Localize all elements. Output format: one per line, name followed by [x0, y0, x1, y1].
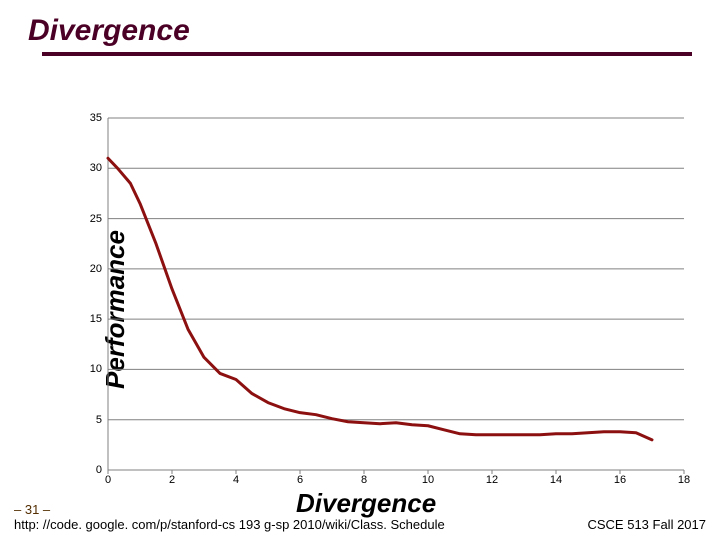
x-tick-label: 12 [486, 470, 498, 486]
y-tick-label: 35 [90, 112, 108, 124]
footer-right: CSCE 513 Fall 2017 [587, 517, 706, 532]
data-line [108, 158, 652, 440]
y-tick-label: 5 [96, 414, 108, 426]
x-tick-label: 0 [105, 470, 111, 486]
y-tick-label: 10 [90, 363, 108, 375]
slide-title: Divergence [28, 14, 720, 48]
x-tick-label: 4 [233, 470, 239, 486]
x-tick-label: 16 [614, 470, 626, 486]
footer: – 31 – http: //code. google. com/p/stanf… [14, 502, 706, 532]
title-block: Divergence [0, 0, 720, 56]
chart-plot: 05101520253035024681012141618 [108, 118, 684, 470]
y-tick-label: 25 [90, 213, 108, 225]
page-number: – 31 – [14, 502, 50, 517]
x-tick-label: 10 [422, 470, 434, 486]
x-tick-label: 14 [550, 470, 562, 486]
x-tick-label: 2 [169, 470, 175, 486]
y-tick-label: 30 [90, 162, 108, 174]
slide: { "title": { "text": "Divergence", "colo… [0, 0, 720, 540]
title-rule [42, 52, 692, 56]
footer-url: http: //code. google. com/p/stanford-cs … [14, 517, 445, 532]
x-tick-label: 8 [361, 470, 367, 486]
y-tick-label: 15 [90, 313, 108, 325]
x-tick-label: 18 [678, 470, 690, 486]
chart-svg [108, 118, 684, 475]
y-tick-label: 20 [90, 263, 108, 275]
x-tick-label: 6 [297, 470, 303, 486]
